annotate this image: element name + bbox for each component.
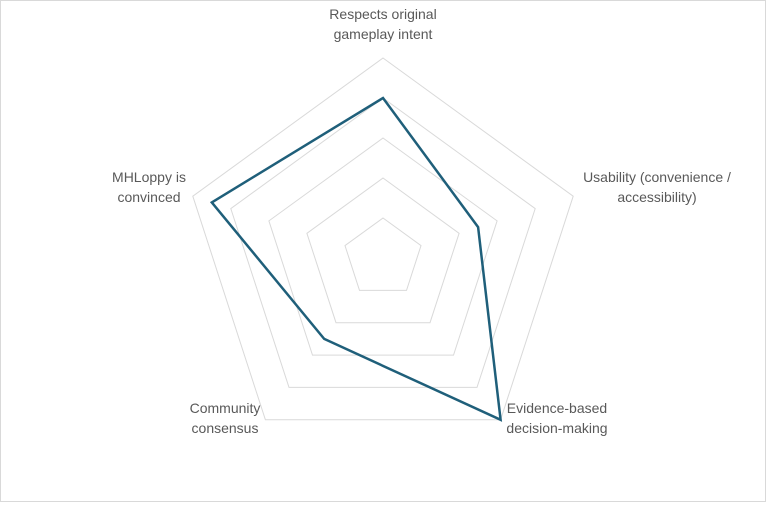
- axis-label-2-line-1: decision-making: [506, 420, 607, 436]
- grid-ring-1: [345, 218, 421, 290]
- axis-label-2-line-0: Evidence-based: [507, 400, 607, 416]
- axis-label-0: Respects original gameplay intent: [329, 6, 436, 42]
- axis-label-3-line-0: Community: [190, 400, 261, 416]
- axis-labels: Respects original gameplay intent Usabilit…: [112, 6, 731, 436]
- grid-ring-2: [307, 178, 459, 323]
- axis-label-2: Evidence-based decision-making: [506, 400, 607, 436]
- axis-label-0-line-0: Respects original: [329, 6, 436, 22]
- axis-label-4: MHLoppy is convinced: [112, 169, 186, 205]
- axis-label-4-line-0: MHLoppy is: [112, 169, 186, 185]
- series-line-0: [212, 98, 501, 420]
- axis-label-3-line-1: consensus: [192, 420, 259, 436]
- axis-label-0-line-1: gameplay intent: [334, 26, 433, 42]
- series-group: [212, 98, 501, 420]
- axis-label-1: Usability (convenience / accessibility): [583, 169, 731, 205]
- axis-label-1-line-1: accessibility): [617, 189, 696, 205]
- axis-label-1-line-0: Usability (convenience /: [583, 169, 731, 185]
- axis-label-3: Community consensus: [190, 400, 261, 436]
- axis-label-4-line-1: convinced: [117, 189, 180, 205]
